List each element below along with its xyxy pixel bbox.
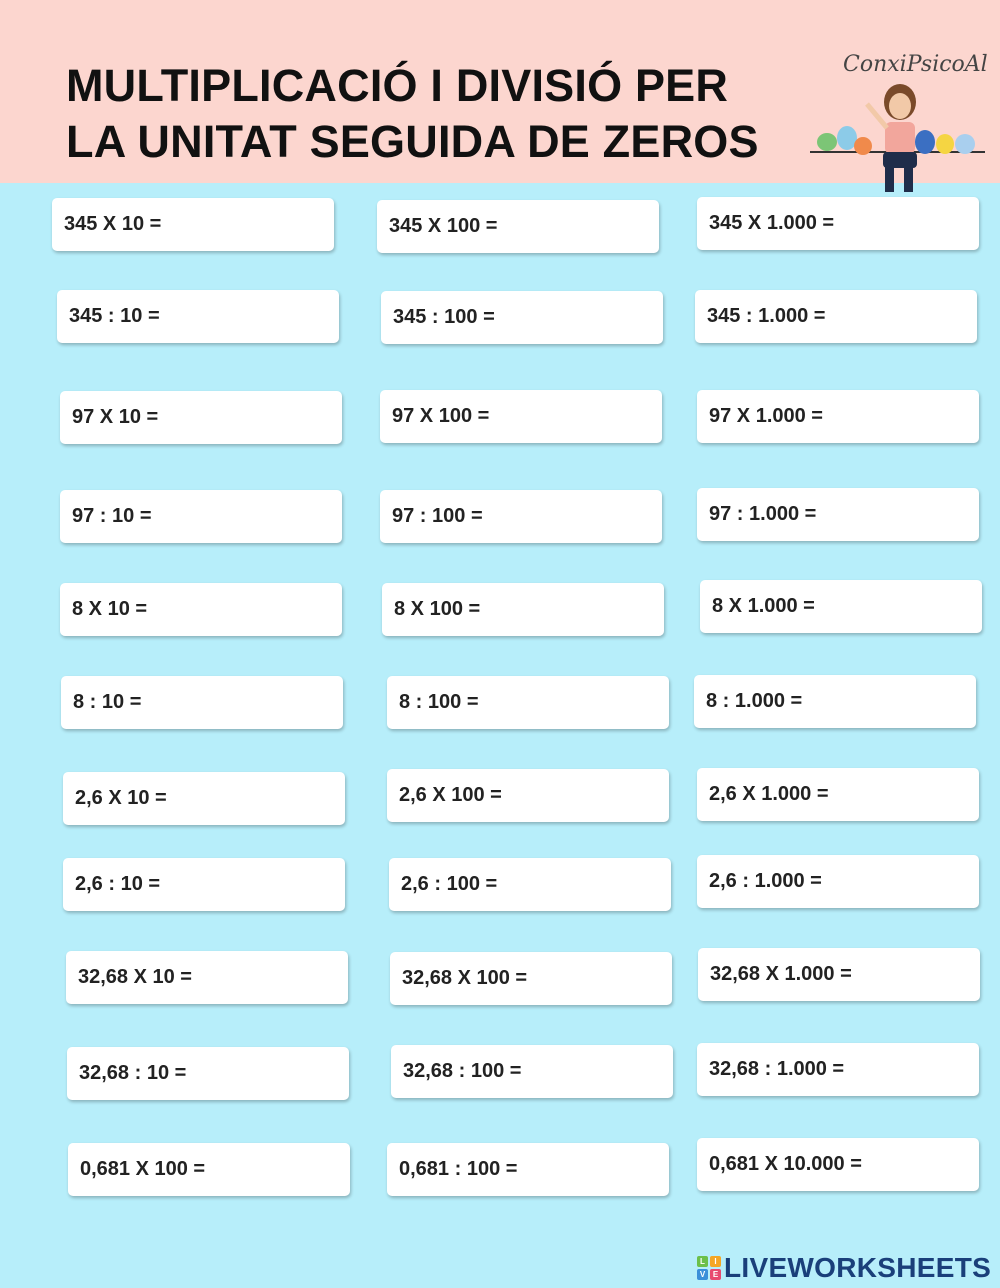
logo-letter: L [697, 1256, 708, 1267]
exercise-label: 2,6 : 100 = [401, 873, 498, 895]
answer-input-box[interactable]: 8 X 10 = [60, 583, 342, 636]
answer-input-box[interactable]: 0,681 X 10.000 = [697, 1138, 979, 1191]
exercise-label: 345 X 100 = [389, 215, 498, 237]
exercise-label: 32,68 X 100 = [402, 967, 528, 989]
exercise-label: 32,68 : 10 = [79, 1062, 187, 1084]
exercise-label: 97 X 1.000 = [709, 405, 823, 427]
answer-input-box[interactable]: 32,68 : 100 = [391, 1045, 673, 1098]
exercise-label: 345 : 100 = [393, 306, 495, 328]
logo-letter: V [697, 1269, 708, 1280]
answer-input-box[interactable]: 97 X 100 = [380, 390, 662, 443]
logo-letter: E [710, 1269, 721, 1280]
exercise-label: 345 : 1.000 = [707, 305, 826, 327]
answer-input-box[interactable]: 97 X 1.000 = [697, 390, 979, 443]
answer-input-box[interactable]: 2,6 X 1.000 = [697, 768, 979, 821]
answer-input-box[interactable]: 0,681 X 100 = [68, 1143, 350, 1196]
answer-input-box[interactable]: 8 : 100 = [387, 676, 669, 729]
answer-input-box[interactable]: 32,68 : 10 = [67, 1047, 349, 1100]
exercise-label: 2,6 X 1.000 = [709, 783, 829, 805]
exercise-label: 32,68 X 10 = [78, 966, 192, 988]
liveworksheets-logo: L I V E LIVEWORKSHEETS [697, 1252, 991, 1284]
answer-input-box[interactable]: 97 X 10 = [60, 391, 342, 444]
answer-input-box[interactable]: 97 : 1.000 = [697, 488, 979, 541]
exercise-label: 8 : 100 = [399, 691, 479, 713]
answer-input-box[interactable]: 32,68 X 100 = [390, 952, 672, 1005]
answer-input-box[interactable]: 345 X 10 = [52, 198, 334, 251]
exercise-label: 97 : 1.000 = [709, 503, 817, 525]
exercise-label: 8 X 10 = [72, 598, 148, 620]
exercise-label: 2,6 X 100 = [399, 784, 502, 806]
answer-input-box[interactable]: 345 X 1.000 = [697, 197, 979, 250]
answer-input-box[interactable]: 2,6 X 100 = [387, 769, 669, 822]
exercise-label: 0,681 X 10.000 = [709, 1153, 862, 1175]
exercise-label: 8 X 1.000 = [712, 595, 815, 617]
exercise-label: 0,681 X 100 = [80, 1158, 206, 1180]
answer-input-box[interactable]: 345 : 100 = [381, 291, 663, 344]
exercise-label: 8 : 10 = [73, 691, 142, 713]
exercise-label: 8 : 1.000 = [706, 690, 803, 712]
title-line-2: LA UNITAT SEGUIDA DE ZEROS [66, 116, 759, 167]
answer-input-box[interactable]: 32,68 X 10 = [66, 951, 348, 1004]
exercise-label: 2,6 : 10 = [75, 873, 161, 895]
answer-input-box[interactable]: 2,6 X 10 = [63, 772, 345, 825]
answer-input-box[interactable]: 2,6 : 100 = [389, 858, 671, 911]
exercise-label: 2,6 X 10 = [75, 787, 167, 809]
page-title: MULTIPLICACIÓ I DIVISIÓ PER LA UNITAT SE… [66, 58, 759, 170]
answer-input-box[interactable]: 32,68 : 1.000 = [697, 1043, 979, 1096]
exercise-label: 32,68 : 1.000 = [709, 1058, 845, 1080]
exercise-label: 97 X 100 = [392, 405, 490, 427]
exercise-label: 345 : 10 = [69, 305, 160, 327]
exercise-label: 8 X 100 = [394, 598, 481, 620]
answer-input-box[interactable]: 345 : 1.000 = [695, 290, 977, 343]
header-banner: MULTIPLICACIÓ I DIVISIÓ PER LA UNITAT SE… [0, 0, 1000, 192]
answer-input-box[interactable]: 32,68 X 1.000 = [698, 948, 980, 1001]
exercise-label: 345 X 1.000 = [709, 212, 835, 234]
exercise-label: 32,68 : 100 = [403, 1060, 522, 1082]
answer-input-box[interactable]: 8 : 10 = [61, 676, 343, 729]
answer-input-box[interactable]: 345 X 100 = [377, 200, 659, 253]
live-blocks-icon: L I V E [697, 1256, 721, 1280]
mascot-illustration-icon [810, 84, 985, 192]
exercise-label: 32,68 X 1.000 = [710, 963, 852, 985]
answer-input-box[interactable]: 8 : 1.000 = [694, 675, 976, 728]
answer-input-box[interactable]: 8 X 100 = [382, 583, 664, 636]
exercise-label: 2,6 : 1.000 = [709, 870, 822, 892]
logo-text: LIVEWORKSHEETS [724, 1252, 992, 1283]
logo-letter: I [710, 1256, 721, 1267]
answer-input-box[interactable]: 345 : 10 = [57, 290, 339, 343]
exercise-label: 0,681 : 100 = [399, 1158, 518, 1180]
title-line-1: MULTIPLICACIÓ I DIVISIÓ PER [66, 60, 729, 111]
exercise-label: 97 X 10 = [72, 406, 159, 428]
answer-input-box[interactable]: 97 : 10 = [60, 490, 342, 543]
answer-input-box[interactable]: 2,6 : 1.000 = [697, 855, 979, 908]
exercise-label: 97 : 10 = [72, 505, 152, 527]
answer-input-box[interactable]: 2,6 : 10 = [63, 858, 345, 911]
exercise-label: 345 X 10 = [64, 213, 162, 235]
exercise-label: 97 : 100 = [392, 505, 483, 527]
author-signature: ConxiPsicoAl [843, 52, 988, 77]
answer-input-box[interactable]: 0,681 : 100 = [387, 1143, 669, 1196]
answer-input-box[interactable]: 97 : 100 = [380, 490, 662, 543]
answer-input-box[interactable]: 8 X 1.000 = [700, 580, 982, 633]
